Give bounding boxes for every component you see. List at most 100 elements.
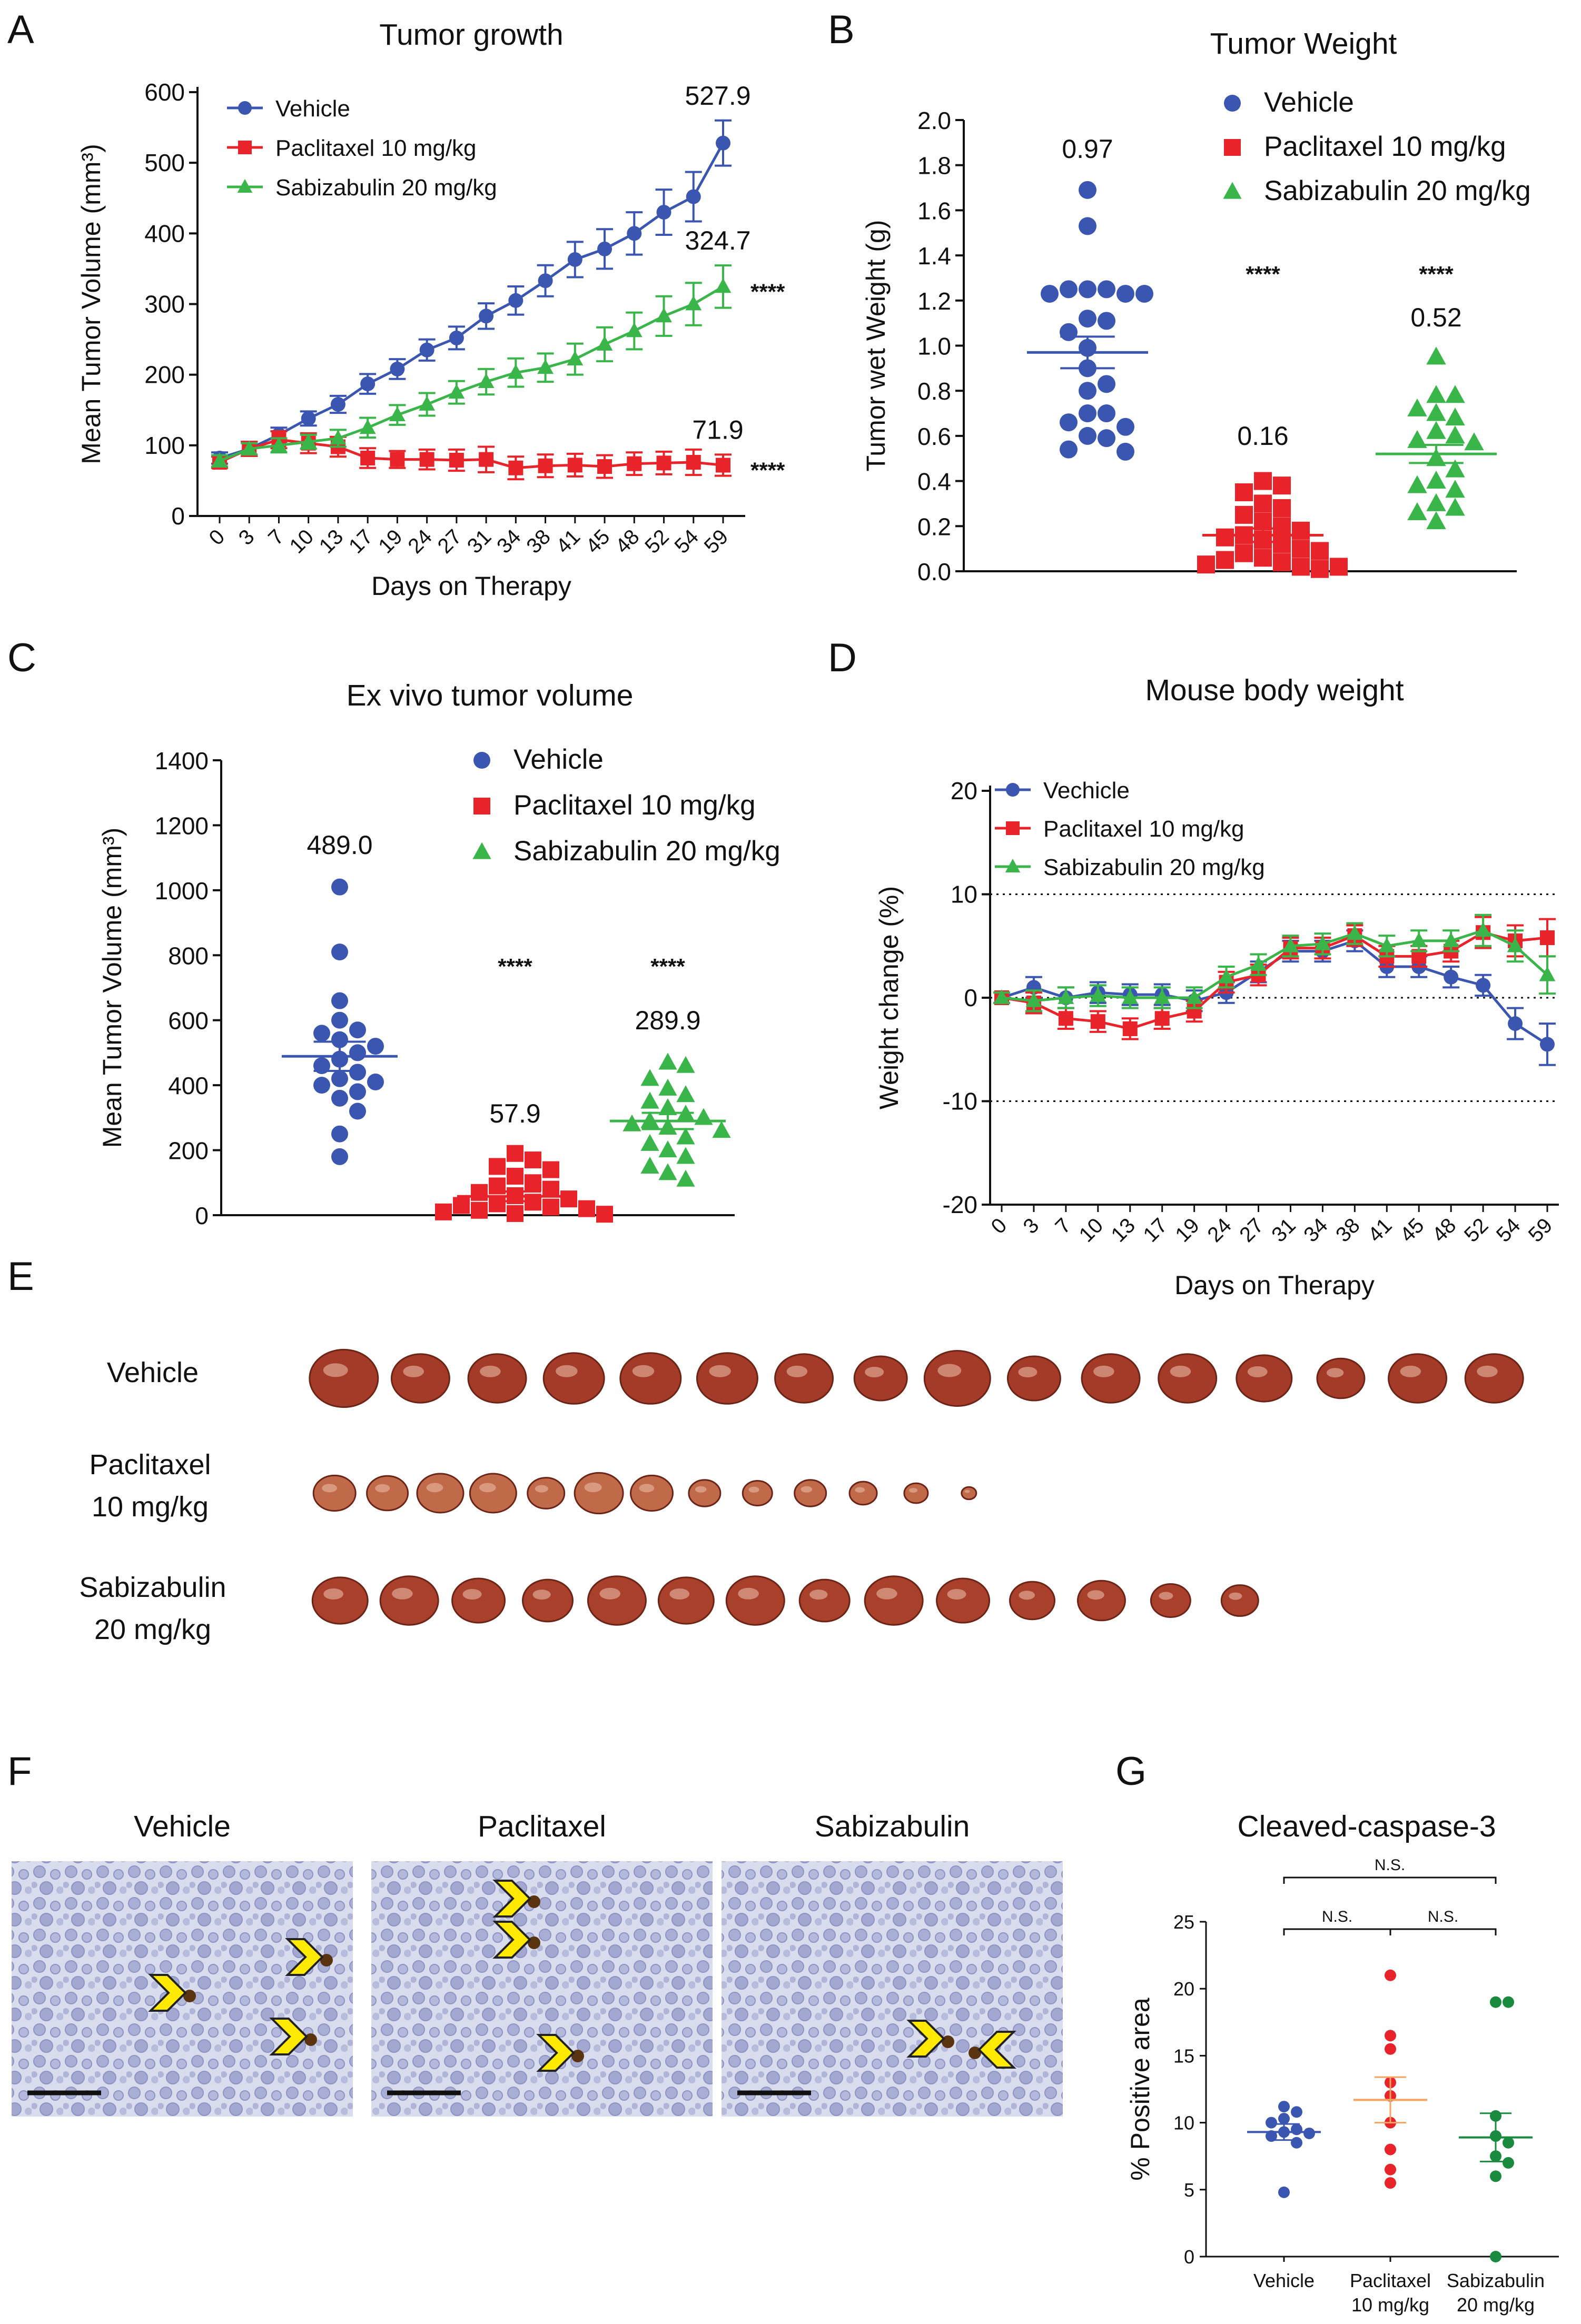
x-tick-label: 27 (1235, 1214, 1268, 1247)
x-tick-label: 34 (1299, 1214, 1332, 1247)
data-point (1079, 404, 1096, 423)
data-point (1116, 284, 1134, 303)
arrowhead-marker (536, 2034, 575, 2072)
y-tick-label: 0 (964, 984, 977, 1011)
tumor-highlight (632, 1365, 655, 1377)
data-point (1235, 544, 1253, 562)
group-mean-label: 289.9 (635, 1006, 700, 1035)
tumor-photo (725, 1575, 785, 1626)
data-point (1079, 426, 1096, 445)
data-point (1476, 978, 1491, 993)
y-tick-label: 0.8 (917, 378, 951, 405)
legend-label-1: Paclitaxel 10 mg/kg (1043, 816, 1244, 842)
tumor-photo (848, 1481, 878, 1506)
data-point (1407, 475, 1427, 493)
data-point (211, 452, 228, 468)
data-point (389, 406, 406, 422)
data-point (1116, 442, 1134, 461)
data-point (419, 452, 434, 467)
tumor-highlight (535, 1485, 548, 1493)
y-tick-label: 15 (1173, 2045, 1194, 2067)
data-point (331, 1070, 348, 1087)
data-point (596, 335, 613, 351)
data-point (1292, 558, 1310, 576)
data-point (1507, 937, 1524, 952)
tumor-photo (1006, 1355, 1061, 1402)
data-point (349, 1064, 366, 1081)
y-tick-label: 0 (171, 502, 185, 530)
data-point (1041, 284, 1059, 303)
x-tick-label: 52 (640, 525, 674, 558)
significance-stars: **** (650, 954, 685, 979)
data-point (349, 1083, 366, 1100)
y-tick-label: 1000 (155, 877, 209, 905)
y-tick-label: 200 (168, 1137, 209, 1165)
y-tick-label: 10 (1173, 2112, 1194, 2134)
tumor-highlight (1170, 1365, 1191, 1377)
x-tick-label: 7 (264, 525, 289, 550)
y-tick-label: 1.2 (917, 287, 951, 315)
tumor-photo (1150, 1583, 1191, 1618)
data-point (542, 1180, 559, 1198)
data-point (331, 1031, 348, 1048)
data-point (1278, 2101, 1290, 2113)
tumor-highlight (584, 1482, 602, 1493)
x-axis-label: Days on Therapy (371, 571, 571, 601)
arrowhead-marker (492, 1921, 531, 1959)
data-point (1292, 540, 1310, 558)
tumor-photo (1236, 1354, 1293, 1403)
data-point (1250, 956, 1267, 971)
data-point (1385, 2177, 1396, 2189)
y-tick-label: 1.6 (917, 197, 951, 224)
tumor-photo (451, 1577, 506, 1624)
data-point (390, 452, 405, 467)
y-tick-label: 400 (168, 1072, 209, 1099)
x-tick-label: 41 (1363, 1214, 1397, 1247)
data-point (1540, 930, 1555, 946)
data-point (331, 1011, 348, 1029)
data-point (1273, 535, 1291, 553)
data-point (686, 455, 701, 470)
y-tick-label: 600 (168, 1007, 209, 1035)
data-point (1444, 969, 1459, 985)
tumor-highlight (964, 1489, 970, 1493)
ihc-image (722, 1861, 1063, 2117)
tumor-photo (688, 1479, 722, 1507)
tumor-photo (379, 1575, 439, 1626)
data-point (507, 1167, 523, 1185)
x-tick-label: 38 (522, 525, 555, 558)
significance-stars: **** (1246, 262, 1280, 286)
tumor-photo (774, 1353, 834, 1404)
tumor-highlight (392, 1587, 413, 1600)
data-point (658, 1052, 677, 1070)
x-tick-label: 24 (403, 525, 437, 558)
legend-marker-1 (1006, 821, 1020, 835)
data-point (1235, 505, 1253, 524)
data-point (1490, 2170, 1501, 2182)
significance-bracket (1389, 1928, 1497, 1935)
data-point (489, 1195, 506, 1213)
y-tick-label: 0.2 (917, 513, 951, 540)
y-tick-label: 600 (144, 78, 185, 106)
x-tick-label: 38 (1331, 1214, 1365, 1247)
end-value-label: 71.9 (692, 415, 743, 444)
y-tick-label: 0.4 (917, 468, 951, 495)
data-point (676, 1147, 695, 1164)
data-point (658, 1163, 677, 1180)
data-point (349, 1021, 366, 1039)
y-tick-label: 500 (144, 149, 185, 176)
data-point (1426, 493, 1446, 511)
data-point (1445, 408, 1465, 426)
arrowhead-marker (148, 1974, 187, 2012)
data-point (1254, 549, 1272, 567)
chart-title: Tumor growth (379, 18, 564, 52)
tumor-highlight (599, 1587, 621, 1600)
panel-label-d: D (828, 635, 857, 680)
data-point (1426, 403, 1446, 421)
y-tick-label: 300 (144, 291, 185, 318)
tumor-photo (390, 1353, 450, 1404)
data-point (1098, 375, 1115, 393)
y-tick-label: 20 (1173, 1978, 1194, 2000)
data-point (1058, 989, 1074, 1004)
tumor-photo (696, 1352, 758, 1405)
